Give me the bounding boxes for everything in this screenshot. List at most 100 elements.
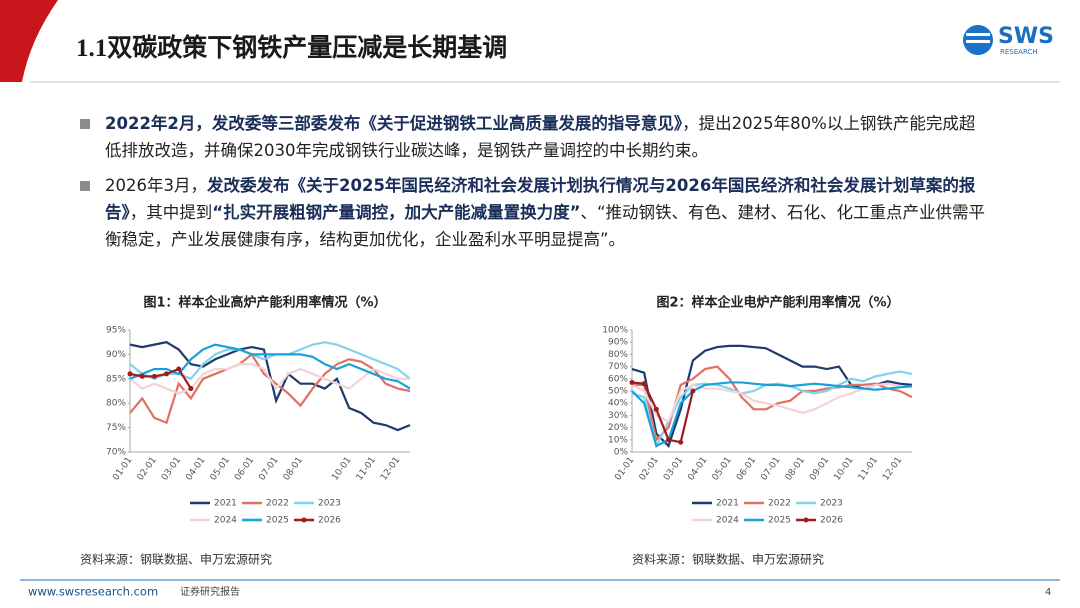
y-tick-label: 70%: [106, 448, 126, 458]
y-tick-label: 90%: [106, 350, 126, 360]
x-tick-label: 12-01: [379, 455, 402, 482]
y-tick-label: 10%: [608, 435, 628, 445]
x-tick-label: 02-01: [136, 455, 159, 482]
x-tick-label: 09-01: [808, 455, 831, 482]
legend-label: 2021: [716, 499, 739, 509]
data-point: [176, 366, 182, 372]
x-tick-label: 06-01: [735, 455, 758, 482]
x-tick-label: 08-01: [784, 455, 807, 482]
bullet-text: ，提出2025年80%以上钢铁产能完成超低排放改造，并确保2030年完成钢铁行业…: [105, 114, 976, 160]
logo-stripe: [966, 40, 990, 43]
y-tick-label: 40%: [608, 399, 628, 409]
source-note: 资料来源：钢联数据、申万宏源研究: [632, 552, 824, 567]
series-line: [129, 363, 410, 395]
bullet-text: 2026年3月，: [105, 176, 207, 195]
y-tick-label: 80%: [106, 399, 126, 409]
bullet-text: 2022年2月，发改委等三部委发布《关于促进钢铁工业高质量发展的指导意见》: [105, 114, 683, 133]
header-accent: [0, 0, 58, 82]
x-tick-label: 05-01: [209, 455, 232, 482]
x-tick-label: 04-01: [686, 455, 709, 482]
logo-text: SWS: [998, 24, 1054, 49]
series-line: [631, 344, 913, 448]
legend-label: 2021: [214, 499, 237, 509]
legend-label: 2025: [266, 516, 289, 526]
data-point: [139, 373, 145, 379]
series-line: [129, 341, 411, 432]
legend-label: 2026: [820, 516, 843, 526]
bullet-marker: [80, 119, 90, 129]
bullet-text: 发改委发布《关于2025年国民经济和社会发展计划执行情况与2026年国民经济和社…: [105, 176, 976, 222]
y-tick-label: 85%: [106, 374, 126, 384]
x-tick-label: 10-01: [832, 455, 855, 482]
source-note: 资料来源：钢联数据、申万宏源研究: [80, 552, 272, 567]
y-tick-label: 20%: [608, 423, 628, 433]
x-tick-label: 02-01: [638, 455, 661, 482]
x-tick-label: 12-01: [881, 455, 904, 482]
bullet-text: ，其中提到: [129, 203, 213, 222]
legend-label: 2022: [768, 499, 791, 509]
bullet: 2022年2月，发改委等三部委发布《关于促进钢铁工业高质量发展的指导意见》，提出…: [80, 110, 985, 164]
x-tick-label: 05-01: [711, 455, 734, 482]
x-tick-label: 10-01: [330, 455, 353, 482]
series-line: [631, 381, 913, 448]
data-point: [653, 406, 659, 412]
chart-title: 图2：样本企业电炉产能利用率情况（%）: [656, 295, 899, 311]
page-number: 4: [1045, 587, 1051, 598]
legend-label: 2026: [318, 516, 341, 526]
x-tick-label: 01-01: [111, 455, 134, 482]
legend-marker: [301, 517, 307, 523]
legend-marker: [803, 517, 809, 523]
data-point: [164, 371, 170, 377]
y-tick-label: 75%: [106, 423, 126, 433]
x-tick-label: 04-01: [184, 455, 207, 482]
bullet-text: 、“推动钢铁、有色、建材、石化、化工重点产业供需平衡稳定，产业发展健康有序，结构…: [105, 203, 986, 249]
data-point: [690, 388, 696, 394]
legend-label: 2024: [214, 516, 237, 526]
x-tick-label: 06-01: [233, 455, 256, 482]
y-tick-label: 95%: [106, 326, 126, 336]
data-point: [629, 379, 635, 385]
slide-title: 1.1双碳政策下钢铁产量压减是长期基调: [76, 35, 508, 62]
x-tick-label: 11-01: [355, 455, 378, 482]
bullet-list: 2022年2月，发改委等三部委发布《关于促进钢铁工业高质量发展的指导意见》，提出…: [80, 110, 985, 261]
data-point: [641, 381, 647, 387]
legend-label: 2023: [820, 499, 843, 509]
bullet: 2026年3月，发改委发布《关于2025年国民经济和社会发展计划执行情况与202…: [80, 172, 985, 253]
footer-url: www.swsresearch.com: [28, 585, 158, 599]
data-point: [666, 437, 672, 443]
chart-title: 图1：样本企业高炉产能利用率情况（%）: [143, 295, 386, 311]
bullet-text: “扎实开展粗钢产量调控，加大产能减量置换力度”: [212, 203, 581, 222]
logo-stripe: [966, 33, 990, 36]
bullet-marker: [80, 181, 90, 191]
series-line: [129, 352, 411, 425]
y-tick-label: 30%: [608, 411, 628, 421]
y-tick-label: 70%: [608, 362, 628, 372]
data-point: [678, 439, 684, 445]
x-tick-label: 11-01: [857, 455, 880, 482]
y-tick-label: 90%: [608, 338, 628, 348]
y-tick-label: 50%: [608, 387, 628, 397]
y-tick-label: 80%: [608, 350, 628, 360]
x-tick-label: 03-01: [662, 455, 685, 482]
series-line: [632, 365, 913, 442]
x-tick-label: 01-01: [613, 455, 636, 482]
y-tick-label: 60%: [608, 374, 628, 384]
data-point: [151, 373, 157, 379]
x-tick-label: 07-01: [759, 455, 782, 482]
logo-sub: RESEARCH: [1000, 48, 1038, 56]
legend-label: 2025: [768, 516, 791, 526]
x-tick-label: 07-01: [257, 455, 280, 482]
footer-label: 证券研究报告: [180, 585, 240, 598]
legend-label: 2023: [318, 499, 341, 509]
legend-label: 2022: [266, 499, 289, 509]
y-tick-label: 100%: [602, 326, 628, 336]
y-tick-label: 0%: [614, 448, 629, 458]
data-point: [188, 386, 194, 392]
legend-label: 2024: [716, 516, 739, 526]
x-tick-label: 08-01: [282, 455, 305, 482]
x-tick-label: 03-01: [160, 455, 183, 482]
data-point: [127, 371, 133, 377]
series-line: [129, 343, 411, 390]
